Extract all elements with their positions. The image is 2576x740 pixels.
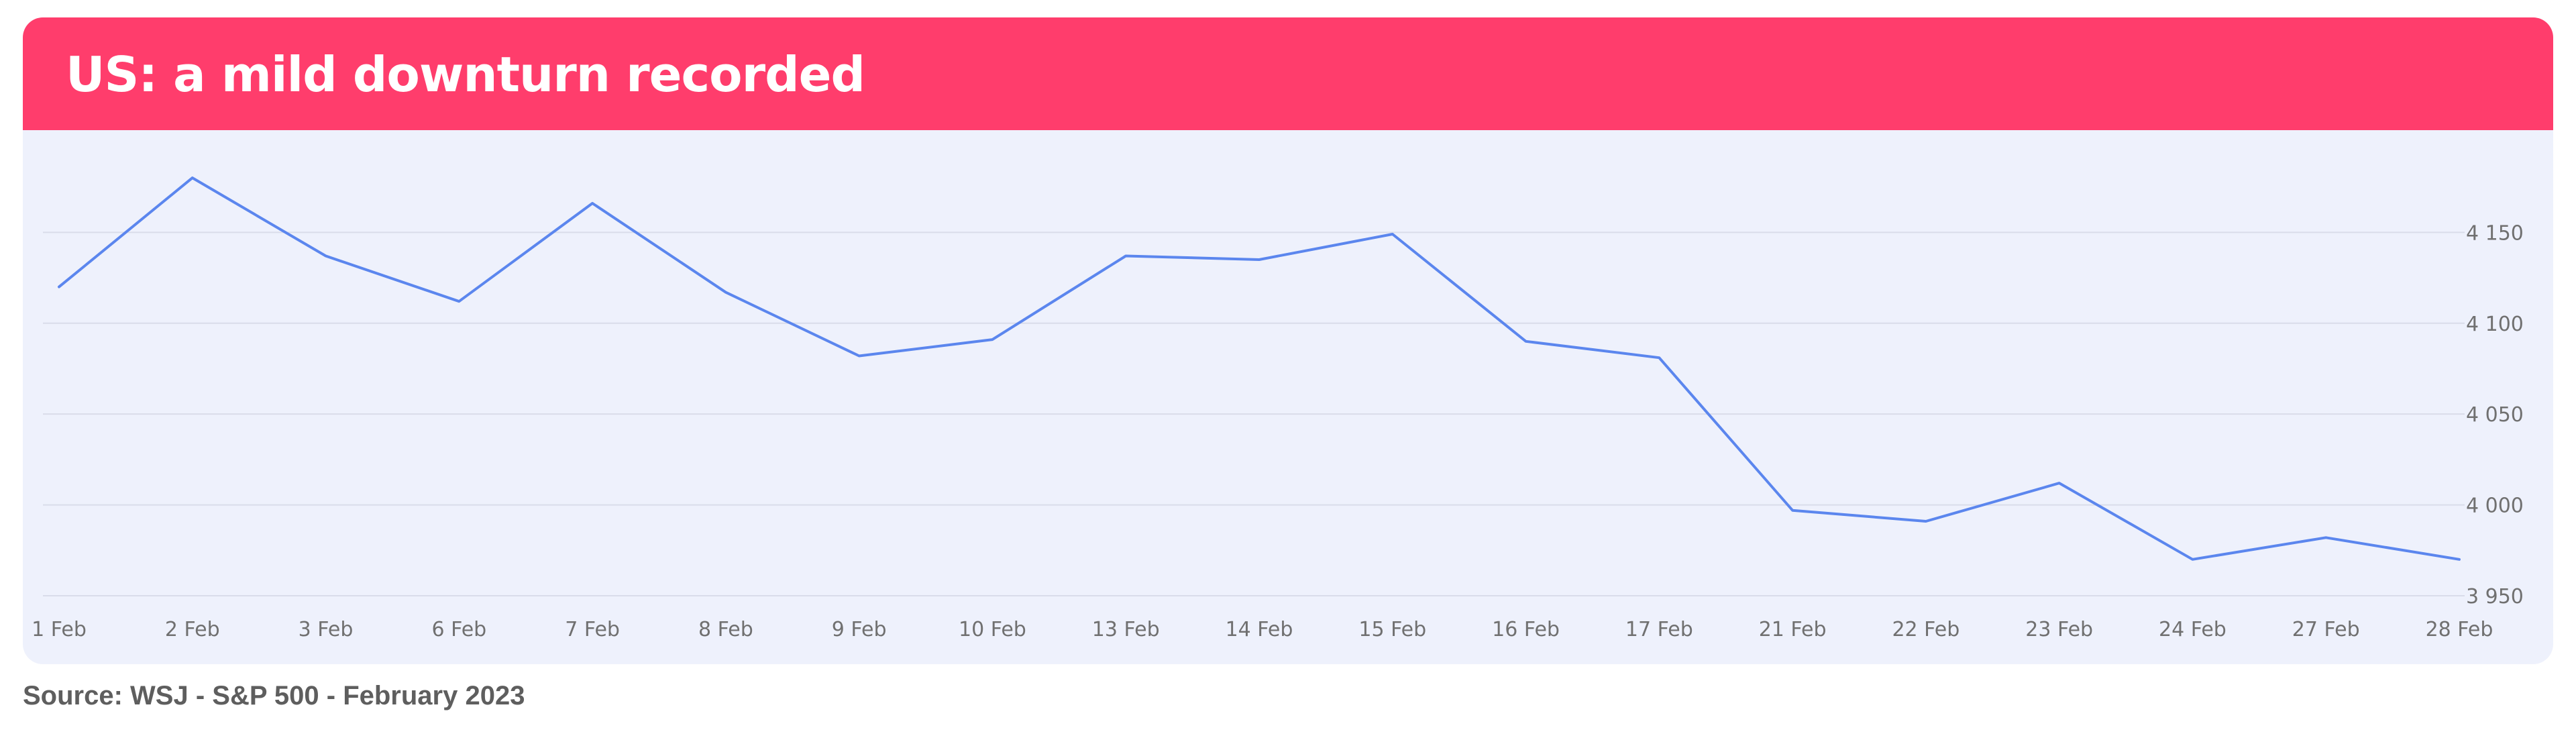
x-tick-label: 15 Feb	[1358, 618, 1426, 641]
data-point[interactable]	[590, 201, 594, 205]
chart-card: US: a mild downturn recorded 3 950 4 000 4…	[23, 17, 2553, 664]
data-point[interactable]	[1124, 254, 1128, 258]
x-tick-label: 2 Feb	[165, 618, 220, 641]
data-point[interactable]	[57, 285, 61, 289]
x-tick-label: 8 Feb	[698, 618, 753, 641]
data-point[interactable]	[1657, 356, 1661, 360]
data-point[interactable]	[1524, 339, 1528, 343]
data-point[interactable]	[324, 254, 328, 258]
x-tick-label: 27 Feb	[2292, 618, 2360, 641]
line-chart: 3 950 4 000 4 050 4 100 4 150 1 Feb 2 Feb 3 Fe…	[32, 176, 2524, 641]
x-tick-label: 7 Feb	[565, 618, 620, 641]
y-tick-label: 4 100	[2466, 313, 2524, 336]
x-tick-label: 24 Feb	[2159, 618, 2226, 641]
x-tick-label: 23 Feb	[2025, 618, 2093, 641]
data-point[interactable]	[2324, 535, 2328, 539]
data-point[interactable]	[1924, 519, 1928, 523]
data-point[interactable]	[1391, 232, 1395, 236]
x-tick-label: 6 Feb	[431, 618, 486, 641]
y-tick-label: 3 950	[2466, 585, 2524, 609]
x-tick-label: 10 Feb	[959, 618, 1026, 641]
data-point[interactable]	[1790, 509, 1794, 513]
data-point[interactable]	[2190, 558, 2194, 562]
x-tick-label: 9 Feb	[832, 618, 887, 641]
data-point[interactable]	[1257, 258, 1261, 262]
data-point[interactable]	[857, 354, 861, 358]
data-point[interactable]	[724, 290, 728, 295]
data-point[interactable]	[2457, 558, 2461, 562]
data-point[interactable]	[457, 299, 461, 303]
series-line	[58, 176, 2461, 561]
x-tick-label: 22 Feb	[1892, 618, 1960, 641]
series-layer	[57, 176, 2461, 562]
x-tick-label: 28 Feb	[2426, 618, 2493, 641]
source-note: Source: WSJ - S&P 500 - February 2023	[23, 681, 525, 710]
x-tick-label: 13 Feb	[1092, 618, 1160, 641]
x-tick-label: 21 Feb	[1759, 618, 1827, 641]
x-tick-label: 1 Feb	[32, 618, 87, 641]
data-point[interactable]	[2057, 481, 2061, 485]
x-tick-label: 16 Feb	[1492, 618, 1560, 641]
chart-title: US: a mild downturn recorded	[66, 46, 865, 103]
y-tick-label: 4 150	[2466, 221, 2524, 245]
data-point[interactable]	[191, 176, 195, 180]
x-tick-label: 3 Feb	[299, 618, 354, 641]
chart-header: US: a mild downturn recorded	[23, 17, 2553, 130]
x-tick-label: 14 Feb	[1226, 618, 1293, 641]
x-tick-label: 17 Feb	[1625, 618, 1693, 641]
y-axis-ticks: 3 950 4 000 4 050 4 100 4 150	[2466, 221, 2524, 609]
x-axis-ticks: 1 Feb 2 Feb 3 Feb 6 Feb 7 Feb 8 Feb 9 Feb 10 Fe…	[32, 618, 2493, 641]
y-tick-label: 4 050	[2466, 403, 2524, 427]
data-point[interactable]	[990, 337, 994, 341]
y-tick-label: 4 000	[2466, 494, 2524, 518]
gridlines	[43, 231, 2465, 596]
